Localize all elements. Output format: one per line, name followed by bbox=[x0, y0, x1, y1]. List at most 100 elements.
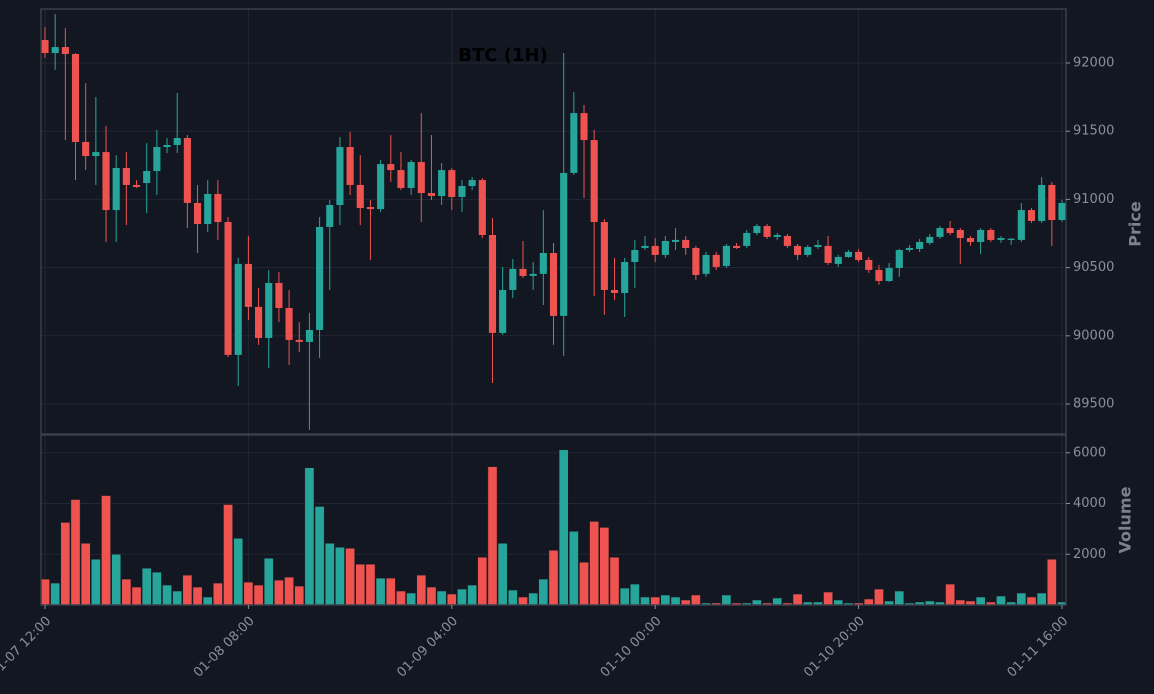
candle-body bbox=[143, 171, 151, 184]
volume-bar bbox=[894, 590, 905, 606]
candle-body bbox=[336, 147, 344, 205]
candle-body bbox=[682, 239, 690, 248]
volume-bar bbox=[538, 578, 549, 606]
candle-body bbox=[499, 289, 507, 333]
volume-bar bbox=[294, 585, 305, 606]
candle-body bbox=[916, 241, 924, 249]
volume-bar bbox=[253, 584, 264, 606]
candle-body bbox=[51, 47, 59, 54]
candle-body bbox=[234, 263, 242, 355]
candle-body bbox=[1058, 202, 1066, 220]
volume-bar bbox=[548, 550, 559, 606]
volume-bar bbox=[446, 593, 457, 606]
candle-body bbox=[112, 168, 120, 211]
volume-bar bbox=[1016, 592, 1027, 606]
volume-bar bbox=[975, 596, 986, 606]
volume-bar bbox=[406, 592, 416, 606]
y-axis-label: Price bbox=[1126, 201, 1145, 247]
volume-bar bbox=[131, 586, 142, 606]
candle-body bbox=[885, 268, 893, 281]
candle-body bbox=[478, 180, 486, 236]
candle-body bbox=[326, 204, 334, 227]
candle-body bbox=[936, 228, 944, 237]
volume-bar bbox=[304, 467, 315, 606]
volume-bar bbox=[487, 466, 498, 606]
volume-bar bbox=[528, 592, 538, 606]
candle-body bbox=[539, 253, 547, 274]
volume-bar bbox=[660, 594, 671, 606]
y-tick-label: 89500 bbox=[1073, 396, 1114, 411]
volume-bar bbox=[670, 596, 681, 606]
volume-bar bbox=[650, 596, 661, 606]
volume-bar bbox=[111, 554, 122, 606]
candle-body bbox=[733, 245, 741, 248]
volume-bar bbox=[162, 584, 172, 606]
volume-bar bbox=[152, 571, 162, 606]
candle-body bbox=[468, 180, 476, 187]
candle-body bbox=[549, 253, 558, 316]
volume-bar bbox=[263, 557, 274, 606]
candle-body bbox=[814, 244, 822, 248]
candle-body bbox=[295, 339, 303, 342]
candle-body bbox=[173, 138, 181, 145]
volume-bar bbox=[202, 596, 213, 606]
volume-bar bbox=[141, 567, 152, 606]
candle-body bbox=[966, 238, 975, 242]
candle-body bbox=[651, 245, 659, 255]
candle-body bbox=[265, 283, 273, 338]
candle-body bbox=[875, 269, 883, 281]
volume-bar bbox=[1047, 558, 1057, 606]
volume-bar bbox=[863, 598, 874, 606]
candle-body bbox=[855, 251, 863, 260]
volume-bar bbox=[457, 588, 467, 606]
candle-body bbox=[427, 192, 436, 196]
candle-body bbox=[61, 47, 69, 55]
volume-bar bbox=[772, 597, 783, 606]
candle-body bbox=[987, 229, 995, 240]
volume-bar bbox=[996, 595, 1006, 606]
volume-bar bbox=[223, 504, 233, 606]
candle-body bbox=[834, 256, 842, 264]
volume-bar bbox=[579, 561, 589, 606]
volume-bar bbox=[721, 594, 732, 606]
candle-body bbox=[529, 273, 537, 276]
volume-bar bbox=[416, 574, 427, 606]
candle-body bbox=[204, 193, 212, 224]
volume-bar bbox=[609, 556, 620, 606]
volume-bar bbox=[91, 558, 101, 606]
volume-bar bbox=[345, 548, 355, 606]
candle-body bbox=[377, 164, 385, 210]
volume-bar bbox=[589, 521, 600, 606]
y-tick-label: 90500 bbox=[1073, 260, 1114, 275]
volume-bar bbox=[630, 583, 640, 606]
y-tick-label: 90000 bbox=[1073, 328, 1114, 343]
candle-body bbox=[804, 247, 812, 255]
candle-body bbox=[183, 138, 191, 203]
candle-body bbox=[1007, 238, 1015, 240]
volume-bar bbox=[101, 495, 111, 606]
candle-body bbox=[631, 250, 639, 263]
chart-title: BTC (1H) bbox=[458, 45, 548, 66]
candle-body bbox=[438, 170, 446, 196]
candle-body bbox=[702, 254, 710, 274]
candle-body bbox=[346, 147, 354, 185]
candle-body bbox=[997, 238, 1005, 240]
candle-body bbox=[1017, 210, 1025, 240]
candle-body bbox=[153, 147, 161, 172]
volume-bar bbox=[365, 563, 376, 606]
price-frame bbox=[40, 8, 1067, 435]
y-tick-label: 91000 bbox=[1073, 192, 1114, 207]
candle-body bbox=[92, 152, 100, 157]
candle-body bbox=[763, 226, 771, 237]
volume-bar bbox=[569, 531, 579, 606]
volume-bar bbox=[355, 563, 366, 606]
candle-body bbox=[570, 113, 578, 173]
candle-body bbox=[458, 186, 466, 197]
candle-body bbox=[214, 193, 222, 223]
candle-body bbox=[844, 251, 852, 257]
candle-body bbox=[722, 245, 730, 266]
volume-frame bbox=[40, 434, 1067, 606]
candle-body bbox=[71, 54, 80, 142]
volume-bar bbox=[1026, 596, 1037, 606]
volume-tick-label: 6000 bbox=[1073, 445, 1106, 460]
